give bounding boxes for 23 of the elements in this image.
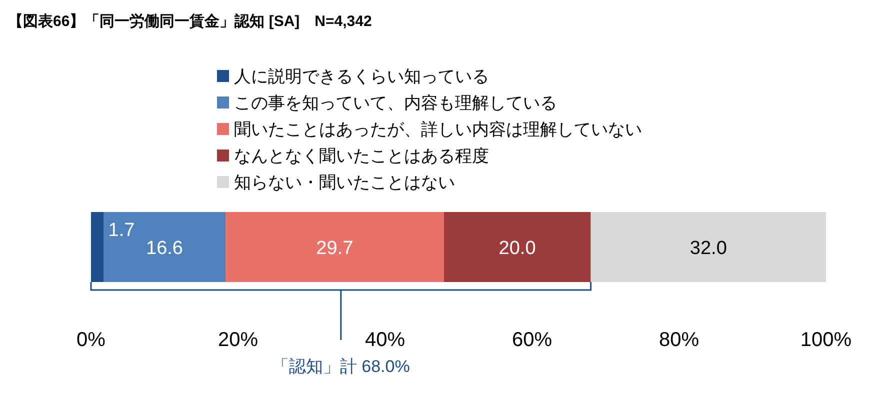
text: 「認知」計 68.0%: [272, 357, 410, 376]
chart-title: 【図表66】「同一労働同一賃金」認知 [SA] N=4,342: [8, 13, 372, 30]
x-tick-label: 20%: [218, 329, 258, 351]
legend-label: 聞いたことはあったが、詳しい内容は理解していない: [234, 120, 642, 139]
bar: [103, 212, 226, 282]
bar: [226, 212, 444, 282]
x-tick-label: 100%: [800, 329, 852, 351]
x-tick-label: 60%: [512, 329, 552, 351]
legend-label: この事を知っていて、内容も理解している: [234, 94, 557, 112]
data-label: 1.7: [108, 220, 135, 241]
x-tick-label: 80%: [658, 329, 700, 351]
x-tick-label: 0%: [76, 329, 106, 351]
legend-label: 人に説明できるくらい知っている: [234, 67, 489, 86]
data-label: 29.7: [316, 238, 354, 259]
data-label: 16.6: [146, 238, 183, 259]
x-tick-label: 40%: [364, 329, 406, 351]
legend-label: 知らない・聞いたことはない: [234, 173, 455, 192]
bar: [590, 212, 826, 282]
bar: [444, 212, 591, 282]
data-label: 32.0: [690, 238, 727, 259]
data-label: 20.0: [498, 238, 536, 259]
bar: [91, 212, 104, 282]
legend-label: なんとなく聞いたことはある程度: [234, 146, 489, 166]
